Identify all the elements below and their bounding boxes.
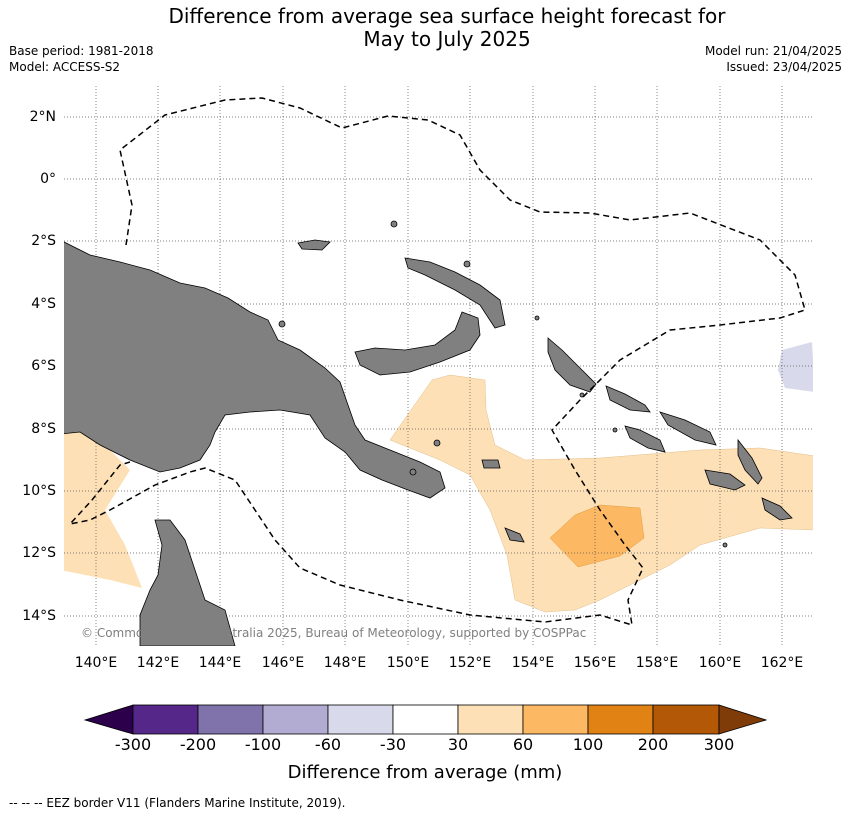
cb-seg — [522, 704, 589, 735]
islet — [722, 542, 728, 548]
makira — [761, 497, 793, 521]
islet — [534, 315, 540, 321]
lat-label: 6°S — [31, 358, 56, 374]
map-area — [64, 86, 813, 646]
new-guinea — [64, 241, 446, 499]
cb-seg — [392, 704, 459, 735]
lat-label: 8°S — [31, 421, 56, 437]
milne-bay-island — [481, 459, 501, 469]
base-period: Base period: 1981-2018 — [9, 44, 154, 58]
cb-extend-low — [83, 704, 134, 735]
cb-seg — [262, 704, 329, 735]
colorbar-tick: 300 — [703, 735, 735, 754]
lon-label: 142°E — [136, 655, 180, 671]
colorbar-tick: -60 — [314, 735, 342, 754]
chart-title-line2: May to July 2025 — [363, 27, 531, 51]
lat-label: 0° — [40, 171, 56, 187]
cb-seg — [457, 704, 524, 735]
santa-isabel — [659, 411, 717, 446]
eez-png — [67, 97, 806, 627]
lon-label: 144°E — [198, 655, 242, 671]
lon-label: 162°E — [760, 655, 804, 671]
meta-right: Model run: 21/04/2025 Issued: 23/04/2025 — [705, 43, 842, 75]
cb-seg — [197, 704, 264, 735]
meta-left: Base period: 1981-2018 Model: ACCESS-S2 — [9, 43, 154, 75]
eez-legend-note: -- -- -- EEZ border V11 (Flanders Marine… — [9, 796, 346, 810]
colorbar-tick: 100 — [572, 735, 604, 754]
colorbar-title: Difference from average (mm) — [287, 762, 563, 783]
lon-label: 150°E — [386, 655, 430, 671]
new-britain — [354, 311, 481, 376]
new-ireland — [404, 257, 506, 329]
louisiade-island — [504, 527, 525, 543]
eez-borders — [67, 97, 806, 627]
islet — [463, 260, 471, 268]
lat-label: 10°S — [22, 483, 56, 499]
anomaly-region-negative — [778, 342, 813, 392]
colorbar — [83, 704, 768, 735]
choiseul — [605, 385, 651, 413]
islet — [409, 468, 417, 476]
cape-york — [139, 519, 236, 646]
colorbar-tick: -300 — [114, 735, 152, 754]
islet — [278, 320, 286, 328]
islet — [390, 220, 398, 228]
lat-label: 2°N — [29, 109, 56, 125]
colorbar-tick: 30 — [447, 735, 469, 754]
lon-label: 154°E — [511, 655, 555, 671]
lon-label: 156°E — [573, 655, 617, 671]
colorbar-tick: 200 — [637, 735, 669, 754]
copyright-credit: © Commonwealth of Australia 2025, Bureau… — [81, 626, 587, 640]
anomaly-region-west — [64, 430, 142, 588]
colorbar-tick: -30 — [379, 735, 407, 754]
cb-seg — [587, 704, 654, 735]
lon-label: 140°E — [74, 655, 118, 671]
colorbar-tick: -100 — [244, 735, 282, 754]
cb-seg — [327, 704, 394, 735]
cb-seg — [652, 704, 720, 735]
cb-seg — [132, 704, 199, 735]
issue-date: Issued: 23/04/2025 — [726, 60, 842, 74]
lon-label: 148°E — [323, 655, 367, 671]
chart-title-line1: Difference from average sea surface heig… — [168, 4, 726, 28]
lon-label: 158°E — [635, 655, 679, 671]
islet — [433, 439, 441, 447]
colorbar-tick: 60 — [512, 735, 534, 754]
manus — [297, 239, 331, 251]
bougainville — [547, 337, 597, 393]
lat-label: 2°S — [31, 233, 56, 249]
lat-label: 4°S — [31, 296, 56, 312]
model-name: Model: ACCESS-S2 — [9, 60, 121, 74]
new-georgia — [624, 425, 666, 453]
cb-extend-high — [718, 704, 768, 735]
land — [64, 220, 793, 646]
lon-label: 152°E — [448, 655, 492, 671]
lat-label: 14°S — [22, 608, 56, 624]
lat-label: 12°S — [22, 545, 56, 561]
anomaly-region-central — [389, 374, 813, 613]
islet — [612, 427, 618, 433]
lon-label: 160°E — [698, 655, 742, 671]
anomaly-region-core — [549, 504, 645, 568]
model-run: Model run: 21/04/2025 — [704, 44, 842, 58]
lon-label: 146°E — [261, 655, 305, 671]
guadalcanal — [704, 469, 746, 491]
malaita — [737, 438, 763, 485]
colorbar-tick: -200 — [179, 735, 217, 754]
